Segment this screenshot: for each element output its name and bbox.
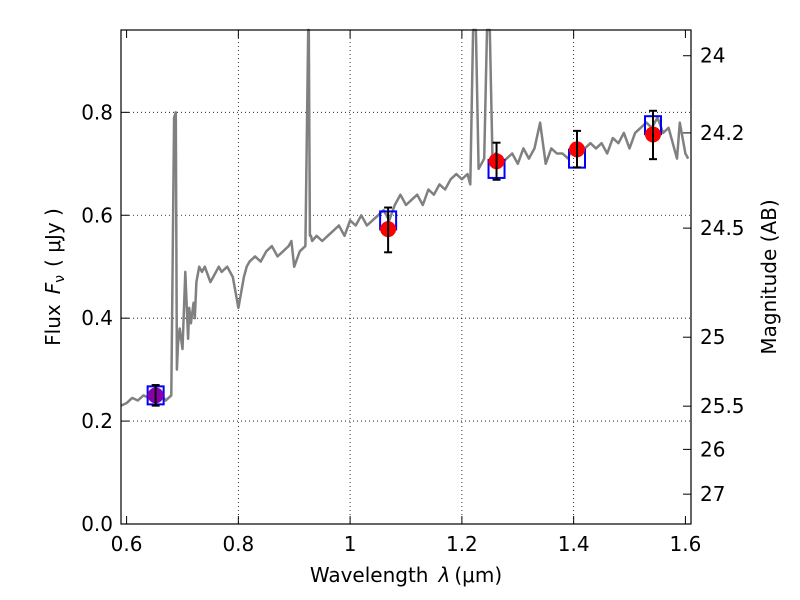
mag-tick-label: 25: [700, 325, 725, 349]
mag-tick-label: 24.2: [700, 121, 745, 145]
y-axis-label: FluxFν( μJy ): [41, 208, 68, 346]
y2-axis-label: Magnitude (AB): [757, 199, 781, 354]
x-axis-label: Wavelength λ (μm): [310, 563, 502, 587]
x-tick-label: 1.2: [446, 532, 478, 556]
mag-tick-label: 24: [700, 44, 725, 68]
mag-tick-label: 25.5: [700, 394, 745, 418]
x-tick-label: 0.8: [222, 532, 254, 556]
axis-ticks: 0.6 0.8 1 1.2 1.4 1.6 0.0 0.2 0.4 0.6 0.8 24 24.2 24.…: [81, 30, 745, 556]
grid-lines: [121, 30, 691, 524]
y-tick-label: 0.6: [81, 203, 113, 227]
mag-tick-label: 24.5: [700, 216, 745, 240]
y-tick-label: 0.2: [81, 409, 113, 433]
x-tick-label: 0.6: [111, 532, 143, 556]
plot-frame: [120, 29, 692, 525]
spectrum-line: [120, 28, 690, 407]
mag-tick-label: 27: [700, 482, 725, 506]
y-tick-label: 0.8: [81, 100, 113, 124]
x-tick-label: 1.4: [558, 532, 590, 556]
mag-tick-label: 26: [700, 437, 725, 461]
spectrum-layer: [120, 28, 690, 407]
x-tick-label: 1.6: [670, 532, 702, 556]
x-tick-label: 1: [344, 532, 357, 556]
marker-layer: [146, 109, 662, 407]
y-tick-label: 0.4: [81, 306, 113, 330]
y-tick-label: 0.0: [81, 512, 113, 536]
